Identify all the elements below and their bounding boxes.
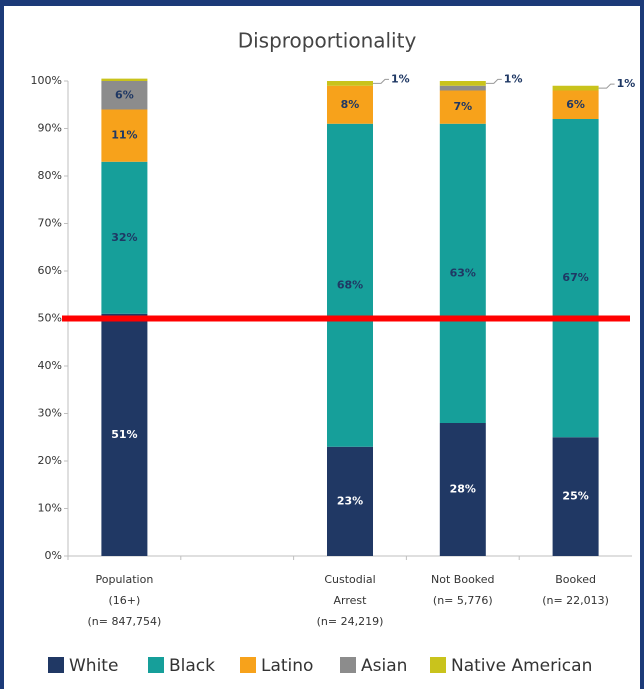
panel	[4, 6, 640, 689]
data-label: 7%	[453, 100, 472, 113]
legend-swatch	[340, 657, 356, 673]
bar-segment	[101, 78, 148, 81]
data-label: 1%	[391, 72, 410, 85]
x-tick-label: Custodial Arrest (n= 24,219)	[317, 573, 384, 628]
data-label: 23%	[337, 494, 363, 507]
y-tick-label: 40%	[38, 359, 62, 372]
bar-segment	[439, 90, 486, 124]
x-tick-label: Not Booked (n= 5,776)	[431, 573, 495, 607]
data-label: 1%	[504, 72, 523, 85]
bar-segment	[439, 123, 486, 423]
y-tick-label: 30%	[38, 407, 62, 420]
bar-segment	[101, 109, 148, 162]
data-label: 51%	[111, 428, 137, 441]
leader-line	[485, 78, 502, 84]
data-label: 32%	[111, 231, 137, 244]
data-label: 63%	[450, 266, 476, 279]
bar-segment	[101, 161, 148, 314]
leader-line	[598, 83, 615, 89]
bar-segment	[552, 437, 599, 556]
legend-label: Asian	[361, 656, 407, 676]
data-label: 67%	[562, 271, 588, 284]
bar-segment	[101, 81, 148, 110]
bar-segment	[552, 85, 599, 91]
legend-swatch	[430, 657, 446, 673]
bar-segment	[327, 123, 373, 447]
y-tick-label: 10%	[38, 502, 62, 515]
bar-segment	[439, 81, 486, 86]
y-tick-label: 70%	[38, 217, 62, 230]
data-label: 8%	[341, 98, 360, 111]
bar-segment	[101, 313, 148, 556]
y-tick-label: 50%	[38, 312, 62, 325]
bar-segment	[327, 81, 373, 86]
data-label: 11%	[111, 129, 137, 142]
chart-title: Disproportionality	[238, 29, 417, 53]
bar-segment	[327, 446, 373, 556]
y-tick-label: 0%	[45, 549, 62, 562]
data-label: 6%	[566, 98, 585, 111]
legend-swatch	[148, 657, 164, 673]
legend-label: Native American	[451, 656, 592, 676]
data-label: 68%	[337, 278, 363, 291]
legend-swatch	[48, 657, 64, 673]
x-tick-label: Booked (n= 22,013)	[542, 573, 609, 607]
bar-segment	[439, 85, 486, 91]
data-label: 25%	[562, 490, 588, 503]
leader-line	[373, 78, 389, 84]
bar-segment	[439, 423, 486, 556]
y-tick-label: 80%	[38, 169, 62, 182]
legend-label: White	[69, 656, 118, 676]
legend-label: Latino	[261, 656, 313, 676]
data-label: 1%	[617, 77, 636, 90]
y-tick-label: 20%	[38, 454, 62, 467]
y-tick-label: 60%	[38, 264, 62, 277]
data-label: 6%	[115, 88, 134, 101]
x-tick-label: Population (16+) (n= 847,754)	[88, 573, 162, 628]
y-tick-label: 90%	[38, 122, 62, 135]
legend-label: Black	[169, 656, 215, 676]
bar-segment	[327, 85, 373, 124]
bar-segment	[552, 119, 599, 438]
y-tick-label: 100%	[31, 74, 62, 87]
legend-swatch	[240, 657, 256, 673]
data-label: 28%	[450, 483, 476, 496]
bar-segment	[552, 90, 599, 119]
